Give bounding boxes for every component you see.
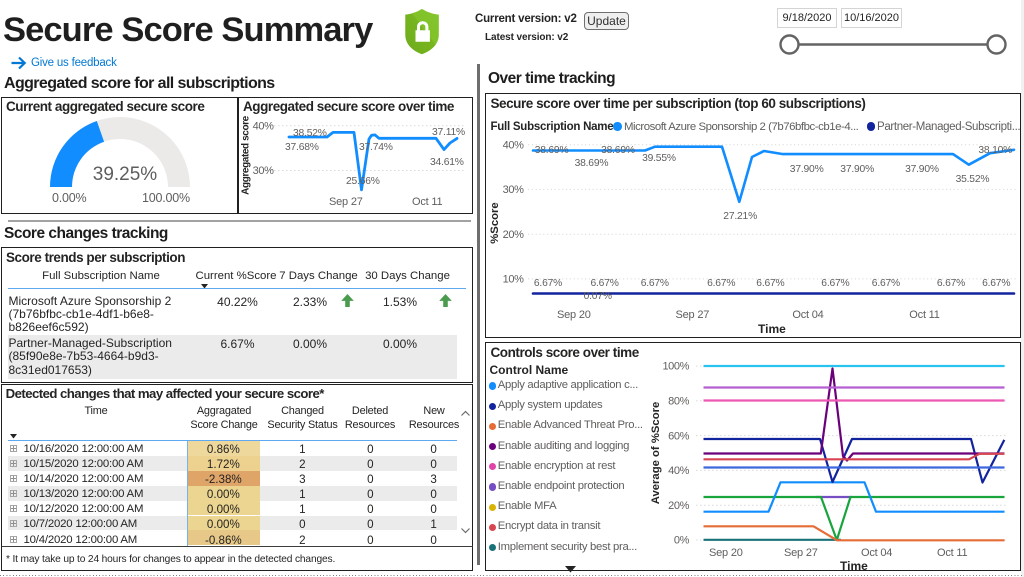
svg-text:30%: 30% [503,184,524,196]
svg-text:40%: 40% [253,121,274,133]
svg-text:40%: 40% [668,465,689,477]
svg-text:60%: 60% [668,430,689,442]
svg-text:10%: 10% [503,274,524,286]
svg-text:80%: 80% [668,396,689,408]
svg-text:100%: 100% [662,361,689,373]
svg-text:40%: 40% [503,140,524,152]
svg-text:20%: 20% [503,229,524,241]
svg-text:0%: 0% [674,535,690,547]
svg-text:20%: 20% [668,500,689,512]
svg-text:30%: 30% [253,165,274,177]
